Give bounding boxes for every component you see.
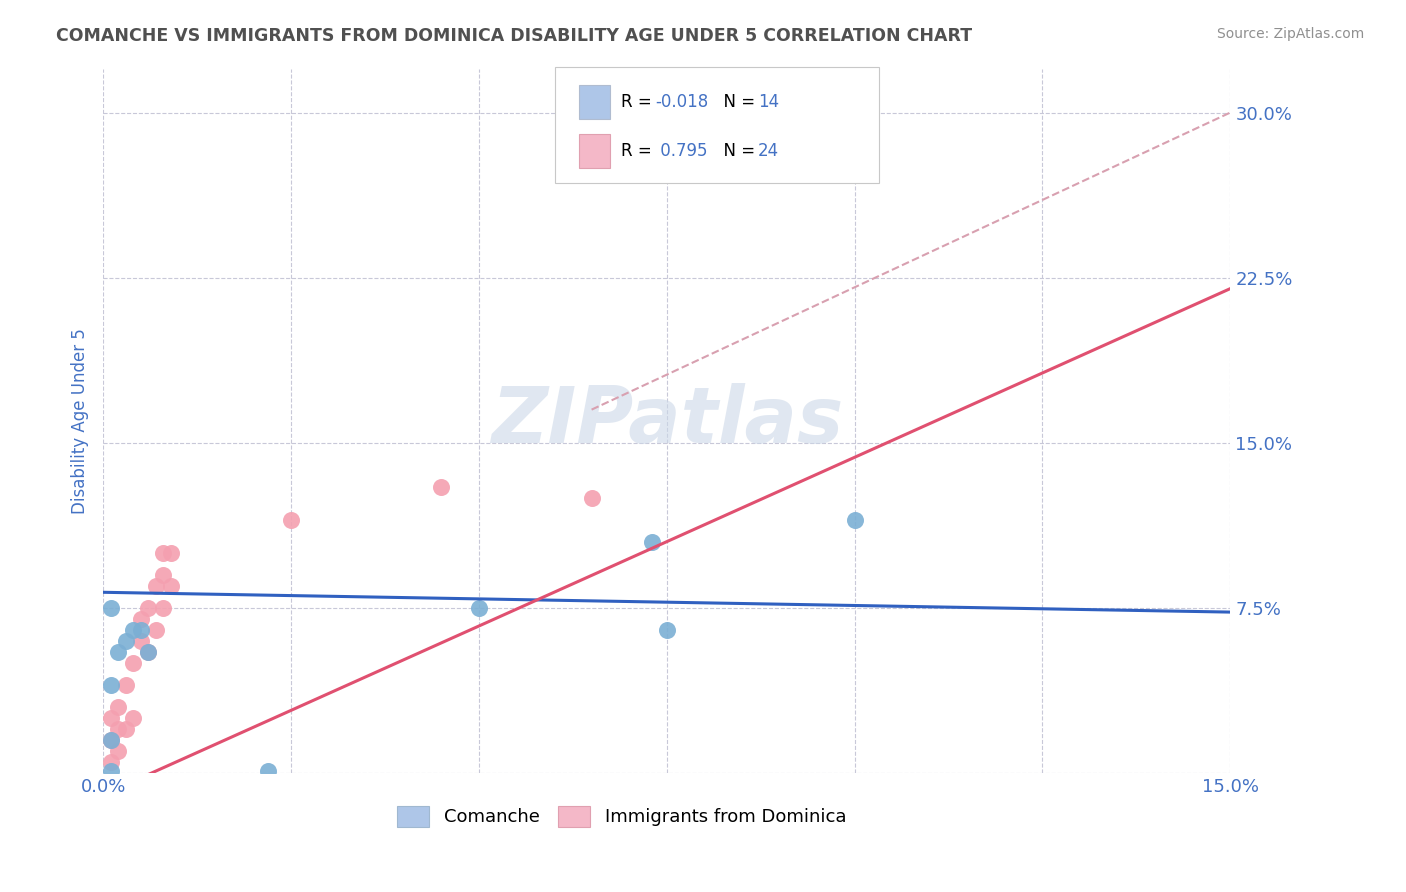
Text: COMANCHE VS IMMIGRANTS FROM DOMINICA DISABILITY AGE UNDER 5 CORRELATION CHART: COMANCHE VS IMMIGRANTS FROM DOMINICA DIS… — [56, 27, 973, 45]
Point — [107, 722, 129, 736]
Text: 24: 24 — [758, 142, 779, 160]
Point — [107, 699, 129, 714]
Text: -0.018: -0.018 — [655, 93, 709, 111]
Point — [100, 732, 122, 747]
Point — [844, 513, 866, 527]
Text: N =: N = — [713, 93, 761, 111]
Point — [145, 623, 167, 637]
Text: R =: R = — [621, 142, 658, 160]
Point — [468, 600, 491, 615]
Point — [136, 600, 159, 615]
Point — [136, 645, 159, 659]
Point — [152, 567, 174, 582]
Point — [280, 513, 302, 527]
Text: ZIPatlas: ZIPatlas — [491, 383, 842, 458]
Point — [129, 623, 152, 637]
Text: Source: ZipAtlas.com: Source: ZipAtlas.com — [1216, 27, 1364, 41]
Legend: Comanche, Immigrants from Dominica: Comanche, Immigrants from Dominica — [389, 799, 853, 834]
Point — [100, 600, 122, 615]
Point — [122, 623, 145, 637]
Point — [100, 755, 122, 769]
Text: 0.795: 0.795 — [655, 142, 707, 160]
Point — [100, 678, 122, 692]
Text: N =: N = — [713, 142, 761, 160]
Point — [100, 732, 122, 747]
Point — [145, 579, 167, 593]
Point — [107, 744, 129, 758]
Point — [100, 711, 122, 725]
Point — [129, 633, 152, 648]
Point — [641, 534, 664, 549]
Point — [159, 579, 181, 593]
Point — [114, 678, 136, 692]
Point — [136, 645, 159, 659]
Point — [159, 546, 181, 560]
Point — [107, 645, 129, 659]
Point — [129, 612, 152, 626]
Point — [114, 633, 136, 648]
Point — [152, 600, 174, 615]
Text: R =: R = — [621, 93, 658, 111]
Point — [100, 764, 122, 778]
Point — [655, 623, 678, 637]
Point — [114, 722, 136, 736]
Point — [430, 480, 453, 494]
Point — [122, 656, 145, 670]
Point — [152, 546, 174, 560]
Y-axis label: Disability Age Under 5: Disability Age Under 5 — [72, 327, 89, 514]
Text: 14: 14 — [758, 93, 779, 111]
Point — [122, 711, 145, 725]
Point — [257, 764, 280, 778]
Point — [581, 491, 603, 505]
